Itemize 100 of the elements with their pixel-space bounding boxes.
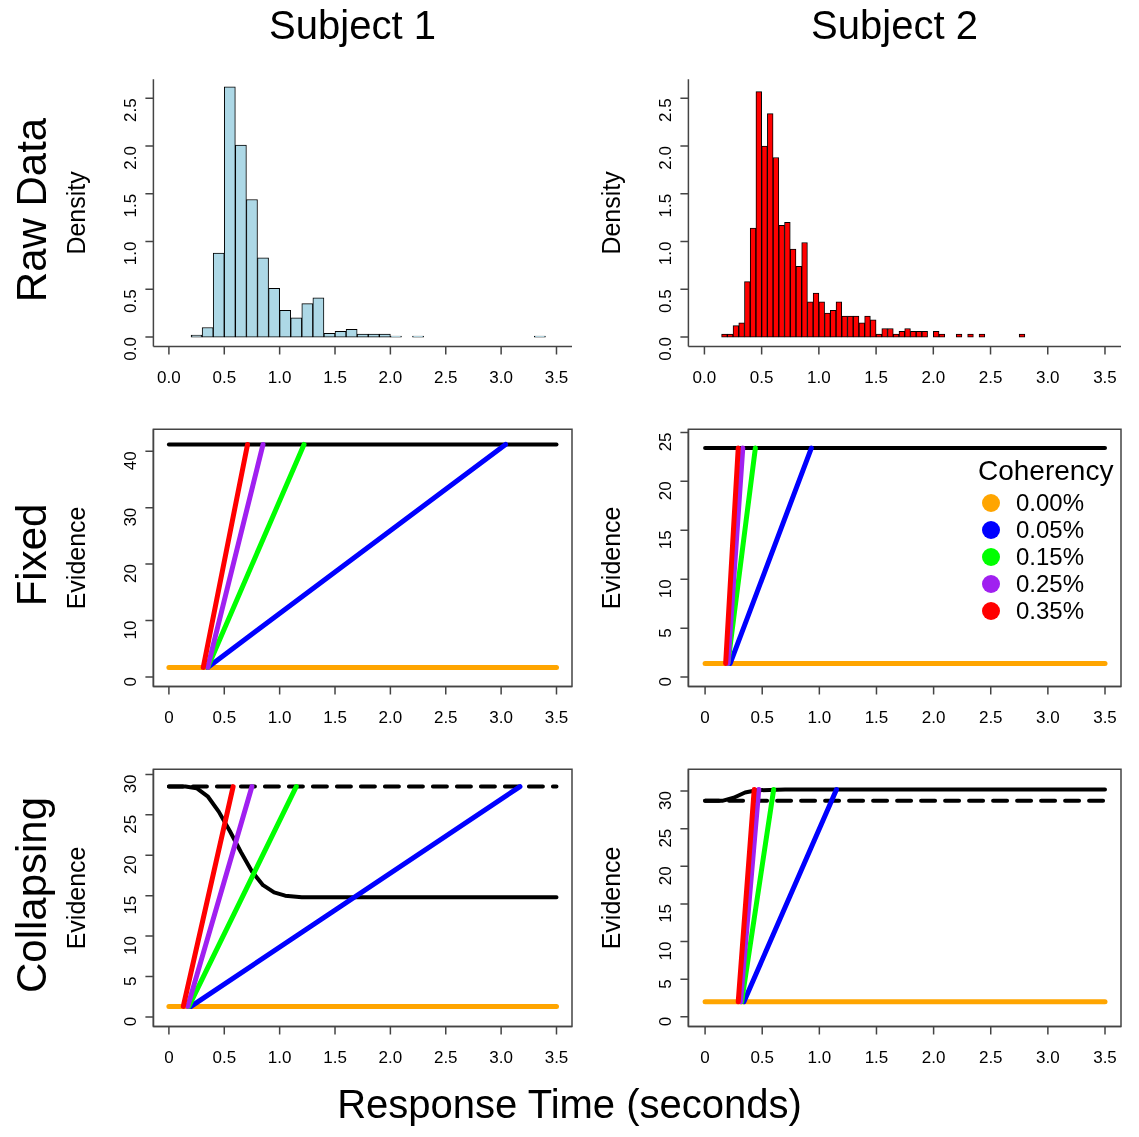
x-tick-label: 0.0 — [157, 368, 181, 388]
y-tick-label: 2.0 — [656, 146, 676, 170]
y-axis-title: Evidence — [61, 506, 90, 610]
y-tick-label: 5 — [121, 976, 141, 986]
x-tick-label: 0 — [700, 708, 710, 728]
y-tick-label: 2.5 — [656, 98, 676, 122]
legend-label: 0.35% — [1016, 597, 1085, 625]
x-tick-label: 3.0 — [1036, 708, 1060, 728]
x-tick-label: 0.5 — [212, 368, 237, 388]
y-tick-label: 30 — [121, 774, 141, 794]
y-tick-label: 15 — [121, 895, 141, 915]
y-tick-label: 0 — [656, 677, 676, 687]
y-tick-label: 5 — [656, 628, 676, 638]
chart-title: Subject 1 — [268, 2, 437, 49]
y-tick-label: 0.0 — [121, 337, 141, 361]
y-axis-title: Density — [596, 170, 625, 255]
y-tick-label: 15 — [656, 530, 676, 550]
x-tick-label: 3.5 — [544, 368, 569, 388]
x-tick-label: 1.0 — [807, 368, 831, 388]
x-tick-label: 1.5 — [323, 708, 347, 728]
y-tick-label: 1.5 — [121, 193, 141, 218]
legend-label: 0.25% — [1016, 570, 1085, 598]
x-tick-label: 2.0 — [921, 368, 946, 388]
y-tick-label: 0 — [121, 677, 141, 687]
y-axis-title: Evidence — [596, 846, 625, 950]
y-tick-label: 0 — [656, 1016, 676, 1027]
legend-title: Coherency — [978, 455, 1114, 488]
y-tick-label: 5 — [656, 979, 676, 989]
y-tick-label: 0.5 — [656, 289, 676, 313]
y-axis-title: Evidence — [61, 846, 90, 950]
x-tick-label: 1.0 — [267, 708, 292, 728]
y-tick-label: 10 — [121, 620, 141, 640]
y-tick-label: 2.0 — [121, 146, 141, 170]
y-tick-label: 0.5 — [121, 289, 141, 313]
legend-label: 0.05% — [1016, 516, 1085, 544]
chart-title: Subject 2 — [810, 2, 979, 49]
text: Raw Data — [8, 117, 56, 303]
x-tick-label: 1.5 — [864, 708, 889, 728]
x-tick-label: 2.5 — [978, 1048, 1003, 1068]
y-tick-label: 25 — [656, 828, 676, 848]
x-tick-label: 1.5 — [323, 368, 347, 388]
text: Fixed — [8, 503, 56, 607]
y-axis-title: Density — [61, 170, 90, 255]
x-tick-label: 0 — [700, 1048, 710, 1068]
y-tick-label: 0.0 — [656, 337, 676, 361]
x-tick-label: 3.5 — [1093, 708, 1117, 728]
x-tick-label: 2.5 — [433, 1048, 458, 1068]
x-tick-label: 0.5 — [212, 708, 237, 728]
y-tick-label: 2.5 — [121, 98, 141, 122]
x-tick-label: 3.0 — [1036, 1048, 1060, 1068]
y-tick-label: 20 — [656, 866, 676, 886]
y-tick-label: 20 — [656, 481, 676, 501]
y-tick-label: 25 — [656, 432, 676, 452]
y-tick-label: 1.5 — [656, 193, 676, 218]
x-tick-label: 2.0 — [378, 368, 403, 388]
x-tick-label: 0.5 — [750, 708, 775, 728]
x-tick-label: 0.5 — [212, 1048, 237, 1068]
legend-label: 0.15% — [1016, 543, 1085, 571]
x-tick-label: 3.5 — [1093, 1048, 1117, 1068]
y-axis-title: Evidence — [596, 506, 625, 610]
x-tick-label: 1.5 — [323, 1048, 347, 1068]
y-tick-label: 10 — [656, 579, 676, 599]
x-tick-label: 0.5 — [750, 1048, 775, 1068]
x-tick-label: 0.0 — [692, 368, 717, 388]
y-tick-label: 20 — [121, 855, 141, 875]
x-tick-label: 2.0 — [921, 1048, 946, 1068]
x-tick-label: 2.5 — [978, 368, 1003, 388]
y-tick-label: 1.0 — [656, 241, 676, 266]
y-tick-label: 1.0 — [121, 241, 141, 266]
x-tick-label: 3.0 — [489, 708, 513, 728]
y-tick-label: 15 — [656, 903, 676, 923]
y-tick-label: 10 — [656, 941, 676, 961]
text: Collapsing — [8, 796, 56, 994]
x-tick-label: 3.5 — [1093, 368, 1117, 388]
x-tick-label: 1.0 — [267, 368, 292, 388]
x-tick-label: 2.5 — [433, 368, 458, 388]
x-tick-label: 3.0 — [489, 368, 513, 388]
x-tick-label: 1.0 — [807, 1048, 832, 1068]
x-tick-label: 0.5 — [749, 368, 774, 388]
x-tick-label: 1.5 — [864, 1048, 889, 1068]
y-tick-label: 30 — [121, 507, 141, 527]
x-tick-label: 2.0 — [378, 1048, 403, 1068]
y-tick-label: 25 — [121, 814, 141, 834]
x-tick-label: 2.5 — [433, 708, 458, 728]
x-tick-label: 3.5 — [544, 1048, 569, 1068]
legend-label: 0.00% — [1016, 489, 1085, 517]
x-tick-label: 0 — [164, 708, 174, 728]
y-tick-label: 40 — [121, 451, 141, 471]
x-axis-title: Response Time (seconds) — [336, 1082, 803, 1127]
x-tick-label: 0 — [164, 1048, 174, 1068]
x-tick-label: 2.0 — [921, 708, 946, 728]
x-tick-label: 3.0 — [1035, 368, 1060, 388]
x-tick-label: 2.5 — [978, 708, 1003, 728]
x-tick-label: 1.5 — [864, 368, 888, 388]
y-tick-label: 30 — [656, 791, 676, 810]
x-tick-label: 2.0 — [378, 708, 403, 728]
x-tick-label: 1.0 — [807, 708, 832, 728]
y-tick-label: 0 — [121, 1016, 141, 1027]
y-tick-label: 20 — [121, 564, 141, 584]
x-tick-label: 3.5 — [544, 708, 569, 728]
